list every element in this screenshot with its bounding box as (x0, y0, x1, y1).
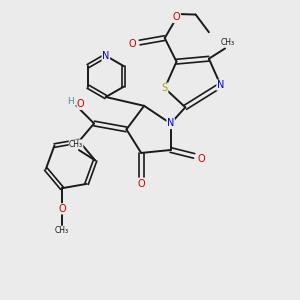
Text: CH₃: CH₃ (55, 226, 69, 236)
Text: O: O (58, 204, 66, 214)
Text: O: O (128, 39, 136, 49)
Text: N: N (102, 51, 110, 61)
Text: O: O (173, 13, 180, 22)
Text: H: H (67, 97, 74, 106)
Text: S: S (162, 83, 168, 93)
Text: CH₃: CH₃ (221, 38, 235, 47)
Text: CH₃: CH₃ (69, 140, 83, 149)
Text: O: O (137, 179, 145, 189)
Text: O: O (77, 99, 85, 110)
Text: N: N (167, 118, 174, 128)
Text: N: N (217, 80, 224, 90)
Text: O: O (198, 154, 205, 164)
